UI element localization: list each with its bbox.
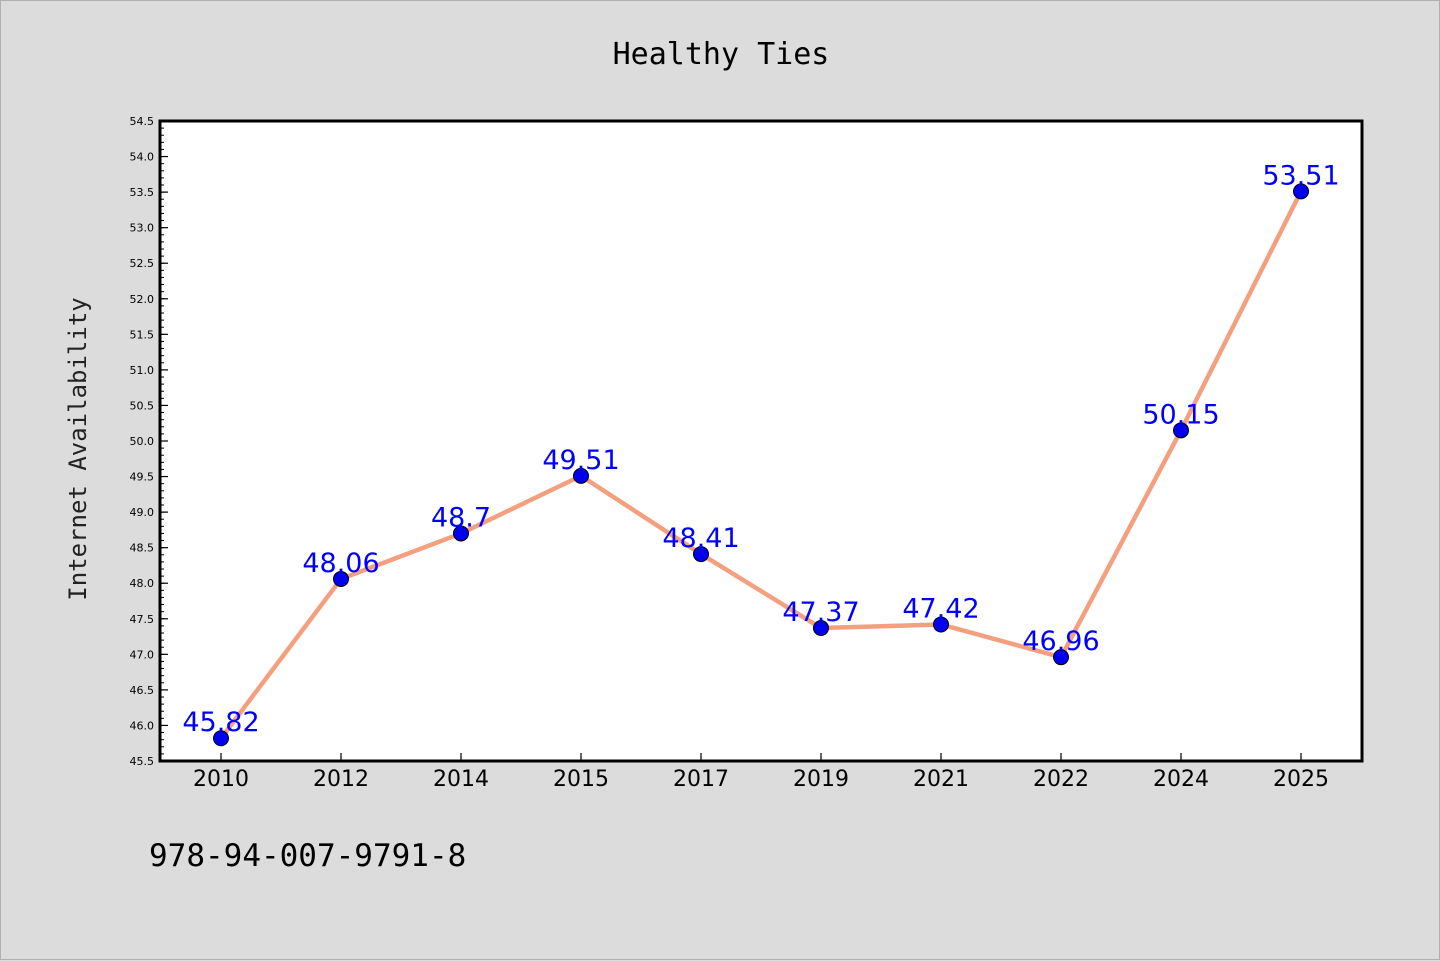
y-axis-ticks: 45.5 46.0 46.5 47.0 47.5 48.0 48.5 49.0 49.5 50.0… bbox=[130, 115, 168, 768]
y-tick-label: 48.5 bbox=[130, 542, 155, 555]
x-tick-label: 2010 bbox=[193, 767, 249, 792]
y-axis-label: Internet Availability bbox=[64, 297, 92, 600]
data-point bbox=[933, 616, 949, 633]
y-tick-label: 47.5 bbox=[130, 613, 155, 626]
data-point bbox=[813, 620, 829, 637]
y-tick-label: 45.5 bbox=[130, 755, 155, 768]
chart-title: Healthy Ties bbox=[613, 37, 830, 72]
y-tick-label: 51.0 bbox=[130, 364, 155, 377]
data-label: 48.06 bbox=[302, 548, 379, 579]
data-point bbox=[1053, 649, 1069, 666]
data-label: 47.37 bbox=[782, 597, 859, 628]
y-tick-label: 50.0 bbox=[130, 435, 155, 448]
x-tick-label: 2014 bbox=[433, 767, 489, 792]
data-point bbox=[1173, 422, 1189, 439]
data-point bbox=[693, 546, 709, 563]
data-point bbox=[333, 570, 349, 587]
y-tick-label: 46.0 bbox=[130, 719, 155, 732]
data-label: 47.42 bbox=[902, 593, 979, 624]
x-tick-label: 2025 bbox=[1273, 767, 1329, 792]
y-tick-label: 50.5 bbox=[130, 399, 155, 412]
y-tick-label: 51.5 bbox=[130, 328, 155, 341]
y-tick-label: 52.0 bbox=[130, 293, 155, 306]
x-axis-ticks: 2010 2012 2014 2015 2017 2019 2021 2022 2024 2025 bbox=[193, 753, 1329, 792]
y-tick-label: 46.5 bbox=[130, 684, 155, 697]
x-tick-label: 2022 bbox=[1033, 767, 1089, 792]
data-label: 53.51 bbox=[1262, 160, 1339, 191]
data-label: 49.51 bbox=[542, 445, 619, 476]
x-tick-label: 2019 bbox=[793, 767, 849, 792]
x-tick-label: 2017 bbox=[673, 767, 729, 792]
x-tick-label: 2024 bbox=[1153, 767, 1209, 792]
x-tick-label: 2015 bbox=[553, 767, 609, 792]
data-label: 45.82 bbox=[182, 707, 259, 738]
isbn-annotation: 978-94-007-9791-8 bbox=[149, 838, 466, 874]
y-tick-label: 54.5 bbox=[130, 115, 155, 128]
y-tick-label: 47.0 bbox=[130, 648, 155, 661]
y-tick-label: 49.5 bbox=[130, 471, 155, 484]
y-tick-label: 52.5 bbox=[130, 257, 155, 270]
data-point bbox=[453, 525, 469, 542]
data-point bbox=[213, 730, 229, 747]
data-label: 48.7 bbox=[431, 502, 491, 533]
data-point bbox=[1293, 183, 1309, 200]
y-tick-label: 48.0 bbox=[130, 577, 155, 590]
series-line bbox=[219, 190, 1304, 740]
series-group: 45.82 48.06 48.7 49.51 48.41 47.37 47.42 46.96 5… bbox=[182, 160, 1340, 747]
plot-area bbox=[158, 119, 1364, 763]
y-tick-label: 53.0 bbox=[130, 222, 155, 235]
data-label: 48.41 bbox=[662, 523, 739, 554]
data-point bbox=[573, 467, 589, 484]
y-tick-label: 49.0 bbox=[130, 506, 155, 519]
x-tick-label: 2012 bbox=[313, 767, 369, 792]
data-label: 50.15 bbox=[1142, 399, 1219, 430]
y-tick-label: 54.0 bbox=[130, 151, 155, 164]
y-tick-label: 53.5 bbox=[130, 186, 155, 199]
data-label: 46.96 bbox=[1022, 626, 1099, 657]
x-tick-label: 2021 bbox=[913, 767, 969, 792]
